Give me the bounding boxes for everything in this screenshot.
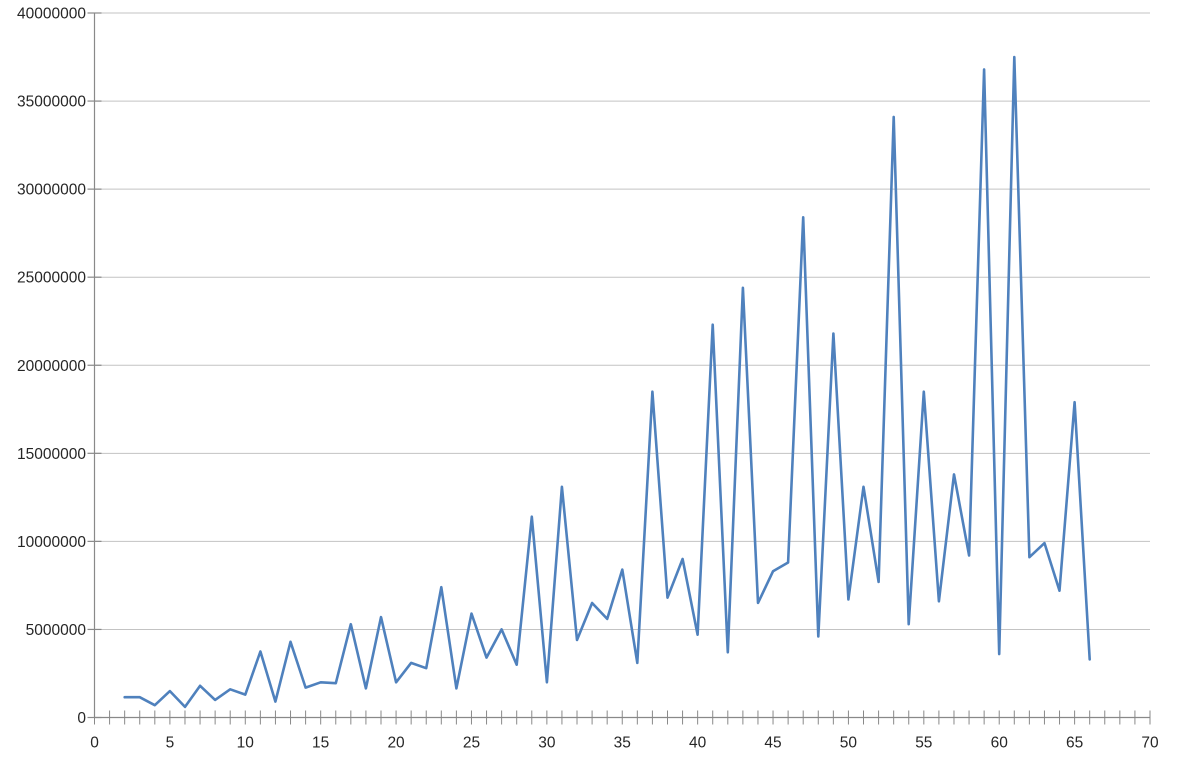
y-tick-label: 0	[77, 710, 86, 727]
x-tick-label: 30	[538, 735, 556, 752]
data-series-line	[123, 55, 1091, 709]
x-ticks	[94, 710, 1151, 725]
x-tick-label: 55	[915, 735, 932, 752]
y-gridlines	[94, 12, 1150, 630]
x-tick-label: 10	[237, 735, 255, 752]
x-tick-label: 5	[166, 735, 175, 752]
x-tick-label: 60	[991, 735, 1009, 752]
x-tick-label: 45	[764, 735, 781, 752]
y-tick-label: 5000000	[26, 622, 87, 639]
y-tick-label: 35000000	[17, 94, 86, 111]
y-ticks	[87, 12, 102, 719]
x-tick-label: 50	[840, 735, 858, 752]
y-tick-label: 40000000	[17, 6, 86, 23]
x-tick-label: 20	[387, 735, 405, 752]
x-tick-label: 40	[689, 735, 707, 752]
y-tick-label: 25000000	[17, 270, 86, 287]
x-tick-label: 70	[1141, 735, 1159, 752]
x-tick-label: 25	[463, 735, 480, 752]
y-tick-labels: 0 5000000 10000000 15000000 20000000 25000000…	[17, 6, 86, 728]
x-tick-label: 65	[1066, 735, 1083, 752]
y-tick-label: 10000000	[17, 534, 86, 551]
x-tick-label: 15	[312, 735, 329, 752]
y-tick-label: 20000000	[17, 358, 86, 375]
x-tick-labels: 0 5 10 15 20 25 30 35 40 45 50 55 60 65 70	[90, 735, 1159, 752]
x-tick-label: 35	[614, 735, 631, 752]
x-tick-label: 0	[90, 735, 99, 752]
y-tick-label: 30000000	[17, 182, 86, 199]
y-tick-label: 15000000	[17, 446, 86, 463]
